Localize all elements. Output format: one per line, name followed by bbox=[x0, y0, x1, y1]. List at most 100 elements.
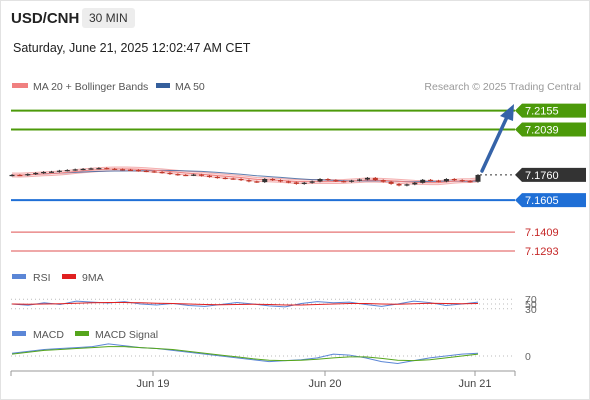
candle-body bbox=[262, 179, 268, 183]
ma20-line bbox=[11, 168, 479, 184]
symbol-title[interactable]: USD/CNH bbox=[11, 10, 80, 27]
rsi-legend-label: RSI bbox=[33, 272, 51, 284]
macd-line bbox=[11, 343, 479, 364]
candle-body bbox=[420, 179, 426, 183]
candle-body bbox=[396, 183, 402, 186]
candle-body bbox=[17, 174, 23, 177]
candle-body bbox=[301, 182, 307, 184]
candle-body bbox=[230, 178, 236, 180]
x-axis: Jun 19 Jun 20 Jun 21 bbox=[10, 370, 516, 390]
candle-body bbox=[206, 175, 212, 177]
macd-level-label: 0 bbox=[525, 351, 531, 363]
ma20-legend-label: MA 20 + Bollinger Bands bbox=[33, 81, 148, 93]
x-tick-label: Jun 20 bbox=[308, 378, 341, 390]
candle-body bbox=[88, 168, 94, 170]
level-label: 7.1760 bbox=[525, 170, 559, 182]
candle-body bbox=[357, 179, 363, 181]
datetime-label: Saturday, June 21, 2025 12:02:47 AM CET bbox=[13, 41, 251, 55]
level-label: 7.2039 bbox=[525, 124, 559, 136]
macd-legend-swatch bbox=[12, 331, 26, 336]
candle-body bbox=[349, 180, 355, 182]
bollinger-upper-line bbox=[11, 166, 479, 182]
candle-body bbox=[341, 181, 347, 183]
candle-body bbox=[159, 171, 165, 174]
candle-body bbox=[293, 182, 299, 184]
candle-body bbox=[199, 174, 205, 176]
candle-body bbox=[317, 179, 323, 182]
candle-body bbox=[412, 182, 418, 185]
candle-body bbox=[364, 177, 370, 180]
rsi-line bbox=[11, 300, 479, 308]
x-tick-label: Jun 21 bbox=[458, 378, 491, 390]
candle-body bbox=[64, 170, 70, 172]
macd-panel: 0 bbox=[11, 343, 531, 364]
candle-body bbox=[428, 179, 434, 182]
candle-body bbox=[459, 180, 465, 182]
rsi-legend-swatch bbox=[12, 274, 26, 279]
level-label: 7.1409 bbox=[525, 227, 559, 239]
ma50-legend-swatch bbox=[156, 83, 170, 88]
candle-body bbox=[238, 179, 244, 181]
candle-body bbox=[120, 169, 126, 171]
candle-body bbox=[246, 180, 252, 182]
x-tick-label: Jun 19 bbox=[136, 378, 169, 390]
level-label: 7.1605 bbox=[525, 195, 559, 207]
candle-body bbox=[167, 172, 173, 175]
candle-body bbox=[33, 172, 39, 175]
candle-body bbox=[41, 171, 47, 174]
candle-body bbox=[475, 174, 481, 182]
candle-body bbox=[48, 171, 54, 173]
candle-body bbox=[309, 181, 315, 183]
level-tag-resistance bbox=[515, 103, 586, 118]
candle-body bbox=[380, 180, 386, 182]
copyright-label: Research © 2025 Trading Central bbox=[424, 81, 581, 93]
rsi-level-label: 30 bbox=[525, 304, 537, 316]
candle-body bbox=[443, 179, 449, 182]
candle-body bbox=[404, 184, 410, 186]
rsi-ma9-line bbox=[11, 302, 479, 306]
candle-body bbox=[56, 170, 62, 172]
forecast-arrow bbox=[480, 104, 514, 173]
candle-body bbox=[104, 168, 110, 170]
candle-body bbox=[214, 176, 220, 179]
candle-body bbox=[151, 171, 157, 173]
level-tag-resistance bbox=[515, 122, 586, 137]
macd-signal-line bbox=[11, 346, 479, 362]
candle-body bbox=[333, 180, 339, 182]
ma50-legend-label: MA 50 bbox=[175, 81, 205, 93]
candle-body bbox=[135, 170, 141, 172]
candle-body bbox=[325, 179, 331, 181]
level-label: 7.1293 bbox=[525, 246, 559, 258]
timeframe-badge[interactable]: 30 MIN bbox=[82, 8, 135, 28]
candle-body bbox=[451, 179, 457, 181]
candle-body bbox=[175, 174, 181, 176]
ma9-legend-swatch bbox=[62, 274, 76, 279]
ma9-legend-label: 9MA bbox=[82, 272, 104, 284]
candle-body bbox=[436, 180, 442, 182]
candle-body bbox=[112, 168, 118, 170]
candle-body bbox=[191, 174, 197, 176]
candle-body bbox=[278, 180, 284, 182]
ma20-legend-swatch bbox=[12, 83, 28, 88]
candle-body bbox=[9, 174, 15, 177]
macd-legend-label: MACD bbox=[33, 329, 64, 341]
rsi-level-label: 50 bbox=[525, 299, 537, 311]
level-tag-last bbox=[515, 167, 586, 182]
candle-body bbox=[388, 181, 394, 184]
candle-body bbox=[183, 174, 189, 177]
candle-body bbox=[80, 168, 86, 171]
candle-body bbox=[372, 177, 378, 181]
candle-body bbox=[143, 170, 149, 173]
candle-body bbox=[25, 174, 31, 176]
candle-body bbox=[96, 168, 102, 170]
price-levels: 7.2155 7.2039 7.1760 7.1605 7.1409 7.1293 bbox=[11, 103, 586, 258]
level-label: 7.2155 bbox=[525, 106, 559, 118]
candle-body bbox=[222, 177, 228, 180]
price-panel bbox=[9, 166, 481, 187]
candle-body bbox=[467, 181, 473, 183]
candle-body bbox=[270, 179, 276, 181]
macd-signal-legend-swatch bbox=[75, 331, 89, 336]
candle-body bbox=[285, 181, 291, 183]
